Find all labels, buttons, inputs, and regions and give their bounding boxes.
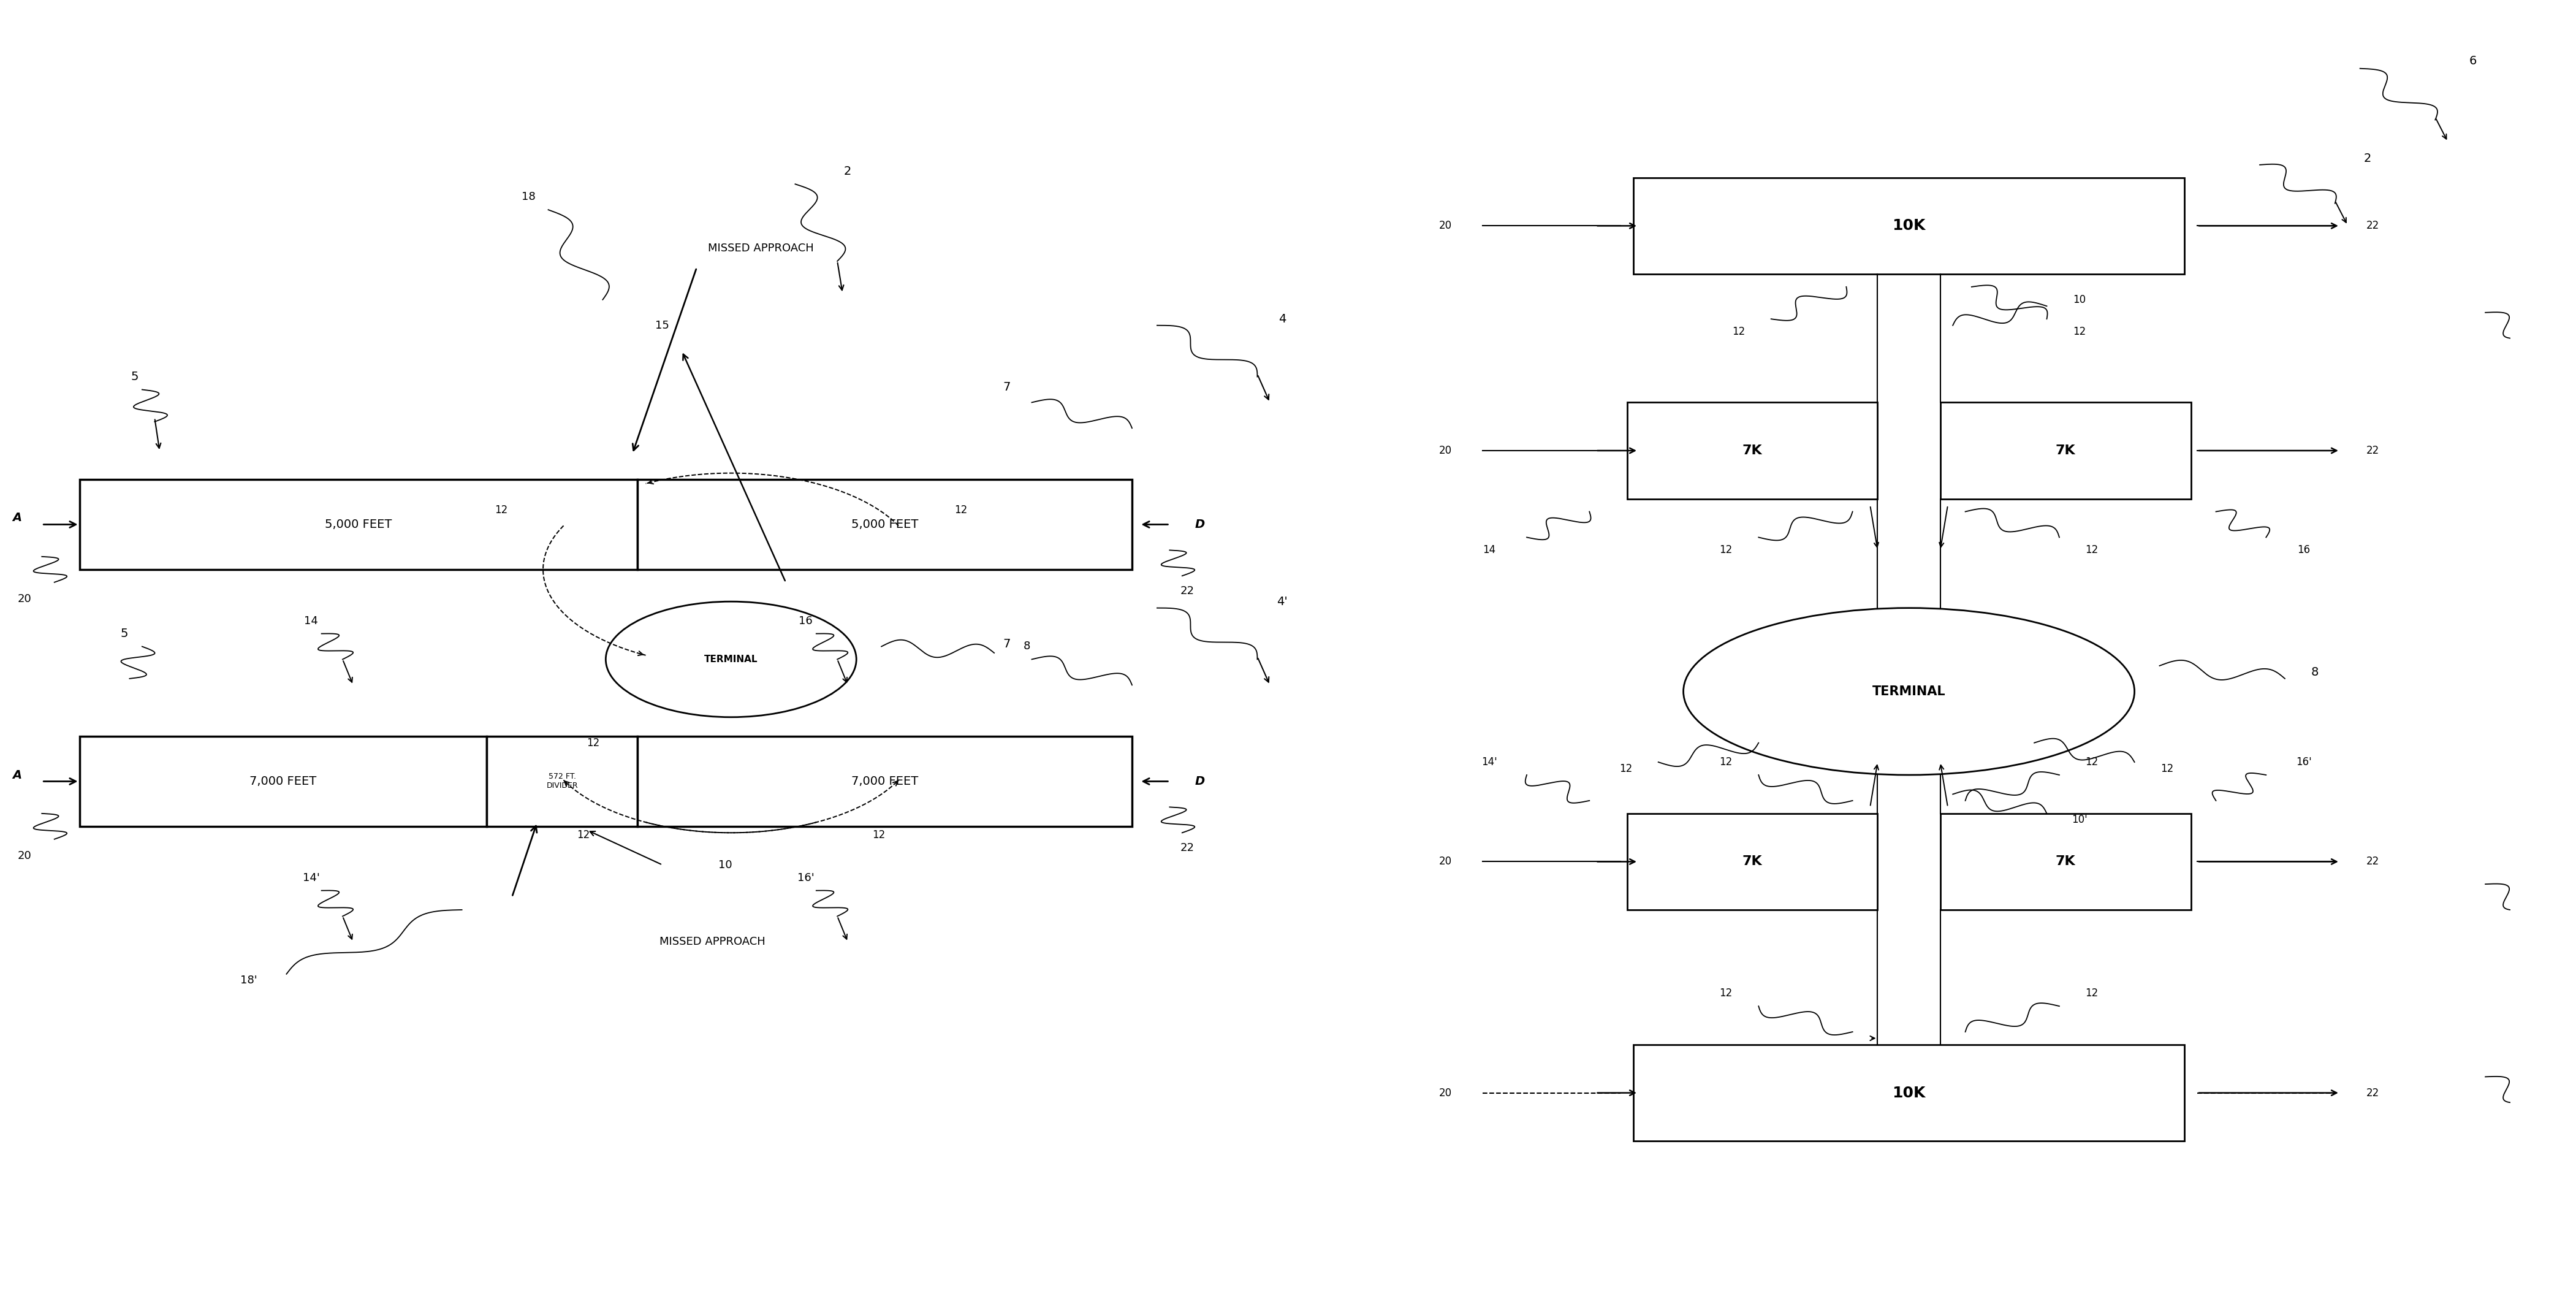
Text: 2: 2	[845, 166, 853, 177]
Text: 22: 22	[1180, 843, 1195, 853]
Text: 22: 22	[2365, 1087, 2380, 1098]
Text: 16': 16'	[2295, 756, 2311, 768]
Text: 2: 2	[2365, 153, 2372, 164]
Text: 16: 16	[799, 615, 811, 626]
Ellipse shape	[1682, 608, 2136, 775]
Text: D: D	[1195, 776, 1206, 787]
Bar	[1628, 402, 1878, 499]
Text: 10K: 10K	[1893, 1086, 1927, 1100]
Text: 6: 6	[2468, 54, 2476, 67]
Text: 12: 12	[495, 504, 507, 516]
Text: A: A	[13, 512, 21, 524]
Text: 12: 12	[1718, 988, 1734, 998]
Text: 20: 20	[18, 593, 31, 605]
Text: 5,000 FEET: 5,000 FEET	[325, 518, 392, 530]
Text: 5,000 FEET: 5,000 FEET	[850, 518, 917, 530]
Text: 22: 22	[2365, 856, 2380, 868]
Text: 8: 8	[2311, 666, 2318, 678]
Ellipse shape	[605, 601, 855, 718]
Text: D: D	[1195, 518, 1206, 530]
Text: 18': 18'	[240, 975, 258, 987]
Bar	[1633, 1045, 2184, 1140]
Text: 22: 22	[2365, 220, 2380, 231]
Text: 16': 16'	[796, 873, 814, 883]
Text: 14': 14'	[1481, 756, 1497, 768]
Text: 4: 4	[1278, 313, 1285, 325]
Text: TERMINAL: TERMINAL	[703, 654, 757, 663]
Text: 14: 14	[304, 615, 317, 626]
Text: 12: 12	[2087, 756, 2099, 768]
Text: 12: 12	[956, 504, 969, 516]
Text: 8: 8	[1023, 641, 1030, 652]
Text: TERMINAL: TERMINAL	[1873, 685, 1945, 698]
Bar	[80, 737, 487, 826]
Text: MISSED APPROACH: MISSED APPROACH	[708, 243, 814, 253]
Text: 20: 20	[1440, 1087, 1453, 1098]
Text: 12: 12	[1620, 763, 1633, 775]
Text: 12: 12	[2161, 763, 2174, 775]
Text: 15: 15	[654, 319, 670, 331]
Text: 7,000 FEET: 7,000 FEET	[850, 776, 917, 787]
Text: 22: 22	[2365, 445, 2380, 456]
Bar	[487, 737, 636, 826]
Text: 5: 5	[131, 371, 139, 383]
Text: 7K: 7K	[2056, 445, 2076, 456]
Text: 10: 10	[719, 860, 732, 870]
Text: 20: 20	[1440, 856, 1453, 868]
Text: 20: 20	[1440, 220, 1453, 231]
Text: 7: 7	[1002, 381, 1010, 393]
Bar	[1633, 177, 2184, 274]
Bar	[1940, 813, 2190, 910]
Text: 12: 12	[2074, 326, 2087, 337]
Text: 14': 14'	[301, 873, 319, 883]
Text: 7K: 7K	[2056, 856, 2076, 868]
Text: 572 FT.
DIVIDER: 572 FT. DIVIDER	[546, 773, 577, 790]
Text: 10': 10'	[2071, 815, 2087, 825]
Bar	[80, 480, 636, 569]
Text: 7K: 7K	[1741, 856, 1762, 868]
Text: 12: 12	[1718, 544, 1734, 556]
Text: 14: 14	[1484, 544, 1497, 556]
Text: MISSED APPROACH: MISSED APPROACH	[659, 936, 765, 948]
Bar	[636, 480, 1131, 569]
Text: 20: 20	[1440, 445, 1453, 456]
Text: 10: 10	[2074, 295, 2087, 305]
Text: 12: 12	[2087, 988, 2099, 998]
Text: 20: 20	[18, 851, 31, 861]
Bar	[636, 737, 1131, 826]
Text: 18: 18	[520, 191, 536, 203]
Bar	[1940, 402, 2190, 499]
Text: 12: 12	[1718, 756, 1734, 768]
Bar	[1628, 813, 1878, 910]
Text: 12: 12	[577, 830, 590, 840]
Text: 12: 12	[873, 830, 886, 840]
Text: 10K: 10K	[1893, 219, 1927, 233]
Text: 22: 22	[1180, 586, 1195, 597]
Text: 12: 12	[587, 737, 600, 749]
Text: 7,000 FEET: 7,000 FEET	[250, 776, 317, 787]
Text: 7: 7	[1002, 639, 1010, 650]
Text: 4': 4'	[1278, 596, 1288, 608]
Text: 7K: 7K	[1741, 445, 1762, 456]
Text: 16: 16	[2298, 544, 2311, 556]
Text: 12: 12	[2087, 544, 2099, 556]
Text: A: A	[13, 769, 21, 781]
Text: 5: 5	[121, 628, 129, 640]
Text: 12: 12	[1731, 326, 1744, 337]
